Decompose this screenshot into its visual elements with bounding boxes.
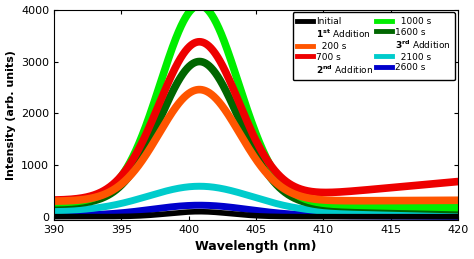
Y-axis label: Intensity (arb. units): Intensity (arb. units) bbox=[6, 50, 16, 180]
X-axis label: Wavelength (nm): Wavelength (nm) bbox=[195, 240, 317, 254]
Legend: Initial, $\mathbf{1^{st}}$ Addition,   200 s, 700 s, $\mathbf{2^{nd}}$ Addition,: Initial, $\mathbf{1^{st}}$ Addition, 200… bbox=[292, 12, 455, 80]
